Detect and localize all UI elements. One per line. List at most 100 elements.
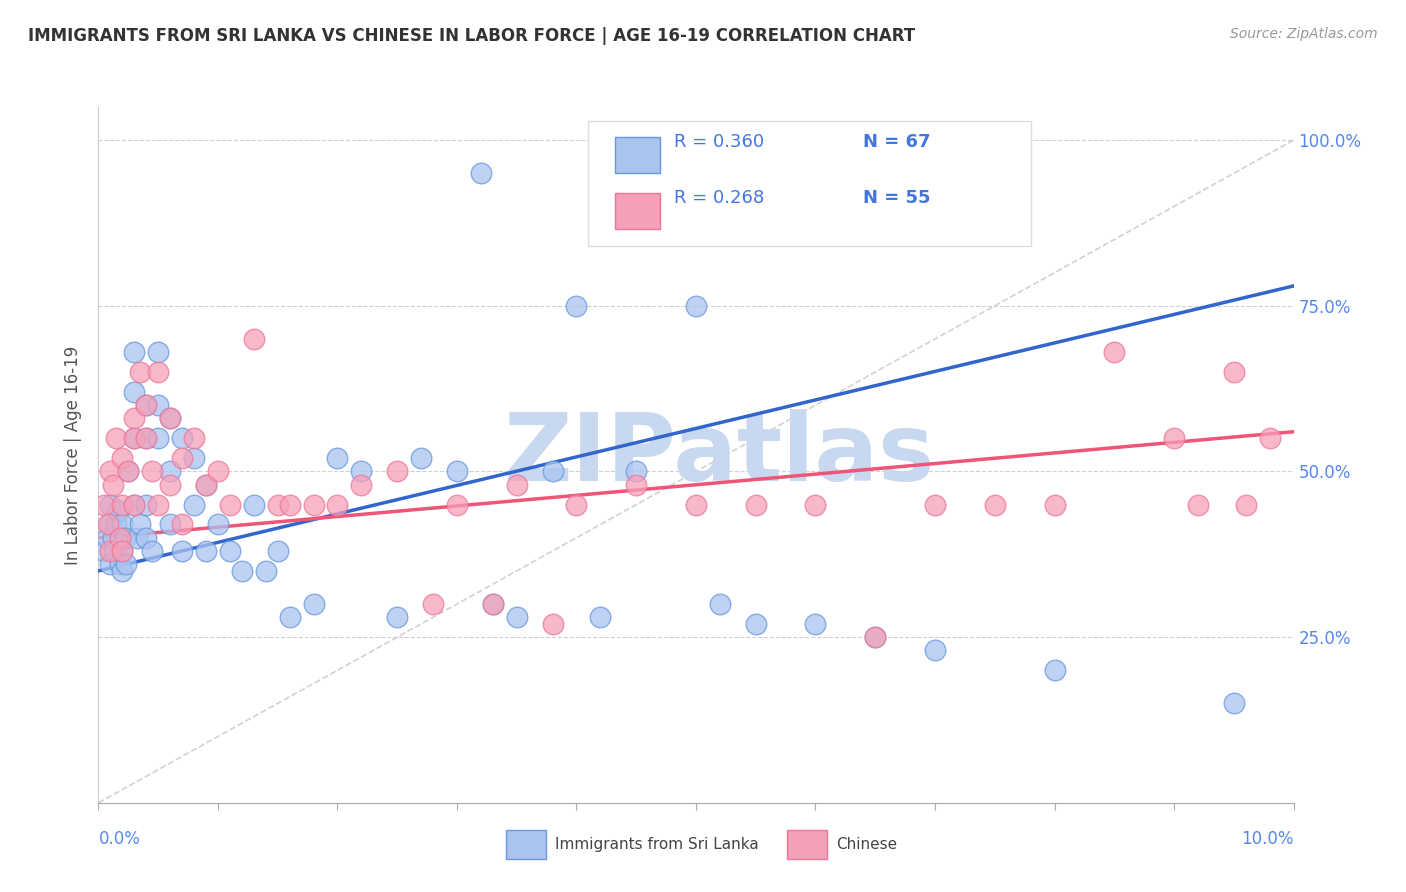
Point xyxy=(278,498,301,512)
Point xyxy=(111,517,134,532)
Point xyxy=(565,498,588,512)
Point xyxy=(1234,498,1257,512)
Point xyxy=(422,597,444,611)
Point xyxy=(1043,498,1066,512)
Point xyxy=(129,365,152,379)
Point xyxy=(326,451,349,466)
Point xyxy=(541,616,564,631)
Point xyxy=(148,431,170,445)
Point xyxy=(108,558,131,572)
Point xyxy=(745,616,768,631)
Point xyxy=(111,544,134,558)
Point xyxy=(278,610,301,624)
Point xyxy=(100,544,122,558)
FancyBboxPatch shape xyxy=(588,121,1031,246)
Point xyxy=(302,597,325,611)
Point xyxy=(446,465,468,479)
Point xyxy=(1187,498,1209,512)
Point xyxy=(183,451,205,466)
FancyBboxPatch shape xyxy=(614,137,661,173)
Point xyxy=(865,630,887,644)
Point xyxy=(111,498,134,512)
Point xyxy=(626,465,648,479)
Point xyxy=(111,451,134,466)
Point xyxy=(172,451,194,466)
Point xyxy=(1163,431,1185,445)
Text: 0.0%: 0.0% xyxy=(98,830,141,847)
Point xyxy=(172,544,194,558)
Point xyxy=(141,544,163,558)
Point xyxy=(709,597,731,611)
Point xyxy=(124,345,146,359)
Point xyxy=(267,498,290,512)
Point xyxy=(745,498,768,512)
Point xyxy=(302,498,325,512)
Point xyxy=(195,544,218,558)
Point xyxy=(108,531,131,545)
Text: ZIPatlas: ZIPatlas xyxy=(505,409,935,501)
Point xyxy=(541,465,564,479)
Point xyxy=(148,365,170,379)
Point xyxy=(159,411,181,425)
Point xyxy=(685,498,707,512)
Point xyxy=(243,332,266,346)
Point xyxy=(924,498,946,512)
FancyBboxPatch shape xyxy=(614,193,661,229)
Point xyxy=(506,477,529,491)
Point xyxy=(117,465,139,479)
Text: N = 55: N = 55 xyxy=(863,189,931,207)
Point xyxy=(411,451,433,466)
Point xyxy=(148,345,170,359)
Point xyxy=(135,431,157,445)
Point xyxy=(207,517,229,532)
Point xyxy=(159,517,181,532)
Point xyxy=(1043,663,1066,677)
Point xyxy=(135,398,157,412)
Point xyxy=(93,544,115,558)
Point xyxy=(385,465,409,479)
Point xyxy=(172,431,194,445)
Point xyxy=(626,477,648,491)
Point xyxy=(243,498,266,512)
Point xyxy=(105,431,128,445)
Point xyxy=(101,531,124,545)
Point xyxy=(231,564,253,578)
Point xyxy=(385,610,409,624)
Point xyxy=(93,498,115,512)
Point xyxy=(481,597,505,611)
Point xyxy=(103,544,125,558)
Point xyxy=(589,610,612,624)
Point xyxy=(1258,431,1281,445)
Point xyxy=(101,477,124,491)
Text: N = 67: N = 67 xyxy=(863,134,931,152)
Point xyxy=(804,616,827,631)
Point xyxy=(100,517,122,532)
Point xyxy=(685,299,707,313)
Point xyxy=(470,166,492,180)
Text: 10.0%: 10.0% xyxy=(1241,830,1294,847)
Point xyxy=(124,431,146,445)
Point xyxy=(254,564,277,578)
Point xyxy=(219,498,242,512)
Point xyxy=(267,544,290,558)
Point xyxy=(565,299,588,313)
Point xyxy=(804,498,827,512)
Point xyxy=(100,498,122,512)
Point xyxy=(97,517,120,532)
Point xyxy=(183,498,205,512)
Point xyxy=(105,517,128,532)
Text: Chinese: Chinese xyxy=(837,838,897,852)
Point xyxy=(129,517,152,532)
Point xyxy=(141,465,163,479)
Text: R = 0.360: R = 0.360 xyxy=(675,134,765,152)
Point xyxy=(159,465,181,479)
Point xyxy=(124,411,146,425)
Point xyxy=(148,398,170,412)
Point xyxy=(207,465,229,479)
Point xyxy=(100,465,122,479)
Point xyxy=(124,384,146,399)
Point xyxy=(115,558,138,572)
Point xyxy=(96,531,118,545)
Point xyxy=(135,498,157,512)
Point xyxy=(124,498,146,512)
